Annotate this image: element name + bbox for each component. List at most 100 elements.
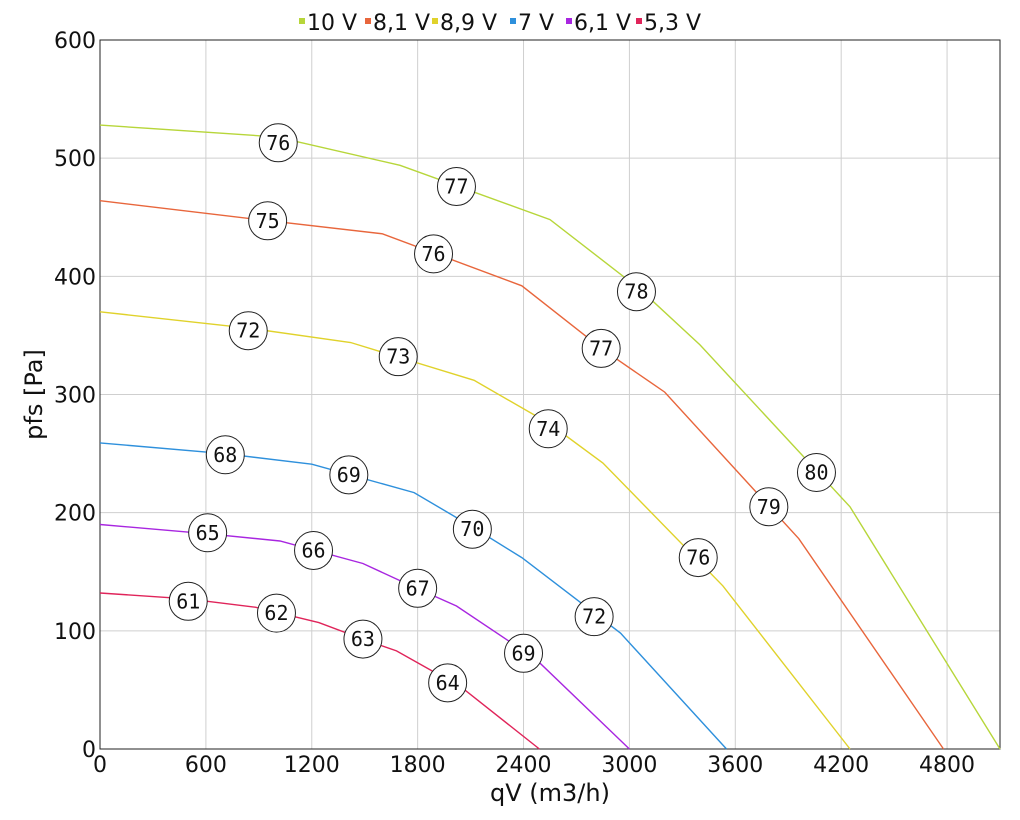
data-label-badge: 66 <box>294 530 334 570</box>
data-label-badge: 76 <box>678 538 718 578</box>
legend-swatch <box>566 18 572 24</box>
data-label-badge: 70 <box>452 509 492 549</box>
data-label-text: 64 <box>436 671 460 695</box>
y-axis-title: pfs [Pa] <box>20 349 48 440</box>
data-label-text: 61 <box>176 589 200 613</box>
legend-item: 7 V <box>510 11 554 36</box>
data-label-circle <box>294 530 334 570</box>
data-label-badge: 69 <box>329 455 369 495</box>
x-tick-label: 3000 <box>601 753 657 778</box>
legend-item: 6,1 V <box>566 11 631 36</box>
data-label-badge: 72 <box>228 311 268 351</box>
x-tick-label: 1200 <box>284 753 340 778</box>
legend-item: 10 V <box>299 11 357 36</box>
data-label-text: 72 <box>582 605 606 629</box>
data-label-circle <box>188 513 228 553</box>
data-label-badge: 73 <box>378 337 418 377</box>
grid <box>99 39 1000 750</box>
y-tick-label: 100 <box>54 620 96 645</box>
data-label-circle <box>678 538 718 578</box>
data-label-circle <box>168 581 208 621</box>
data-label-circle <box>436 167 476 207</box>
data-label-text: 75 <box>256 209 280 233</box>
legend-item: 8,1 V <box>365 11 430 36</box>
data-label-circle <box>796 452 836 492</box>
legend-swatch <box>365 18 371 24</box>
data-label-text: 66 <box>301 538 325 562</box>
legend-label: 7 V <box>518 11 554 36</box>
data-label-text: 80 <box>804 460 828 484</box>
x-tick-label: 600 <box>185 753 227 778</box>
data-label-text: 76 <box>266 131 290 155</box>
data-label-text: 72 <box>236 319 260 343</box>
data-label-badge: 64 <box>428 663 468 703</box>
data-label-circle <box>504 633 544 673</box>
y-tick-label: 600 <box>54 29 96 54</box>
y-tick-label: 500 <box>54 147 96 172</box>
data-label-badge: 80 <box>796 452 836 492</box>
data-label-circle <box>329 455 369 495</box>
data-label-circle <box>414 234 454 274</box>
x-axis-ticks: 0 600 1200 1800 2400 3000 3600 4200 4800 <box>93 753 975 778</box>
data-label-circle <box>616 272 656 312</box>
y-tick-label: 300 <box>54 384 96 409</box>
y-tick-label: 200 <box>54 502 96 527</box>
data-label-badge: 62 <box>256 593 296 633</box>
legend-label: 8,1 V <box>373 11 430 36</box>
data-label-badge: 77 <box>436 167 476 207</box>
y-tick-label: 0 <box>82 738 96 763</box>
data-label-badge: 69 <box>504 633 544 673</box>
data-label-circle <box>428 663 468 703</box>
data-label-circle <box>398 568 438 608</box>
data-label-text: 69 <box>511 641 535 665</box>
data-label-circle <box>581 328 621 368</box>
data-label-badge: 67 <box>398 568 438 608</box>
data-label-badge: 77 <box>581 328 621 368</box>
data-label-badge: 68 <box>205 435 245 475</box>
plot-frame <box>99 39 1001 750</box>
data-label-text: 77 <box>444 175 468 199</box>
legend-swatch <box>299 18 305 24</box>
data-labels: 76 77 78 80 75 76 77 79 72 73 74 76 68 69 70 72 65 66 67 69… <box>168 123 836 703</box>
legend-label: 5,3 V <box>644 11 701 36</box>
data-label-badge: 72 <box>574 597 614 637</box>
x-tick-label: 2400 <box>496 753 552 778</box>
data-label-text: 78 <box>624 280 648 304</box>
legend: 10 V 8,1 V 8,9 V 7 V 6,1 V 5,3 V <box>299 11 701 36</box>
data-label-badge: 78 <box>616 272 656 312</box>
data-label-text: 69 <box>337 463 361 487</box>
data-label-text: 67 <box>406 576 430 600</box>
legend-swatch <box>636 18 642 24</box>
data-label-badge: 79 <box>749 487 789 527</box>
data-label-circle <box>749 487 789 527</box>
data-label-text: 77 <box>589 336 613 360</box>
legend-label: 8,9 V <box>440 11 497 36</box>
legend-label: 6,1 V <box>574 11 631 36</box>
legend-swatch <box>432 18 438 24</box>
data-label-text: 65 <box>196 521 220 545</box>
legend-swatch <box>510 18 516 24</box>
data-label-badge: 65 <box>188 513 228 553</box>
data-label-text: 76 <box>421 242 445 266</box>
data-label-badge: 61 <box>168 581 208 621</box>
data-label-circle <box>256 593 296 633</box>
data-label-text: 70 <box>460 517 484 541</box>
y-tick-label: 400 <box>54 265 96 290</box>
legend-item: 5,3 V <box>636 11 701 36</box>
x-tick-label: 1800 <box>390 753 446 778</box>
x-axis-title: qV (m3/h) <box>490 779 610 807</box>
data-label-text: 62 <box>264 601 288 625</box>
data-label-text: 68 <box>213 443 237 467</box>
data-label-circle <box>378 337 418 377</box>
data-label-circle <box>452 509 492 549</box>
data-label-circle <box>528 409 568 449</box>
data-label-badge: 76 <box>258 123 298 163</box>
data-label-circle <box>228 311 268 351</box>
series-line-5 <box>99 592 540 750</box>
legend-label: 10 V <box>307 11 357 36</box>
data-label-circle <box>248 201 288 241</box>
data-label-text: 63 <box>351 627 375 651</box>
legend-item: 8,9 V <box>432 11 497 36</box>
data-label-circle <box>258 123 298 163</box>
